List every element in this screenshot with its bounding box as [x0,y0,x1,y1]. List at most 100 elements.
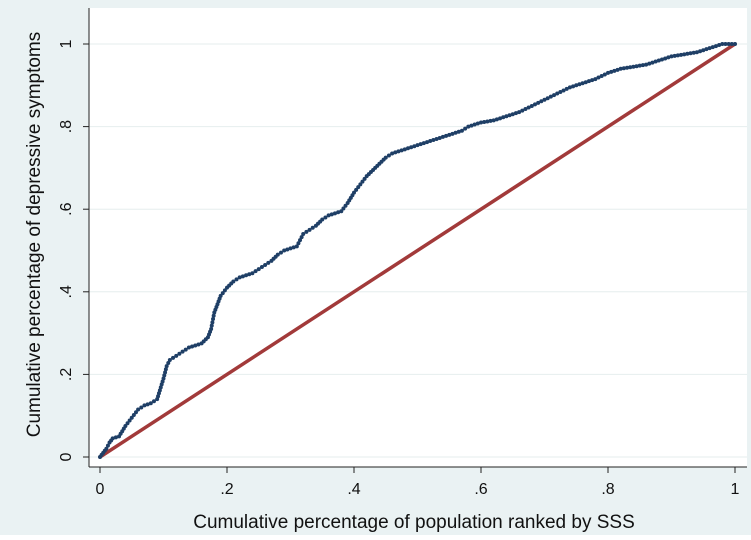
curve-point [586,79,591,84]
curve-point [628,65,633,70]
curve-point [282,248,287,253]
curve-point [599,74,604,79]
curve-point [733,42,737,46]
curve-point [644,62,649,67]
curve-point [621,66,626,71]
curve-point [637,63,642,68]
curve-point [482,119,487,124]
plot-area [89,8,747,467]
curve-point [409,145,414,150]
curve-point [723,42,728,46]
y-tick-label: .4 [58,285,75,298]
curve-point [123,424,128,429]
curve-point [171,355,176,360]
curve-point [434,136,439,141]
equality-line [98,42,737,459]
curve-point [504,114,509,119]
curve-point [418,142,423,147]
curve-point [567,85,572,90]
curve-point [209,326,214,331]
curve-point [304,229,309,234]
curve-point [288,246,293,251]
curve-point [412,144,417,149]
curve-point [472,122,477,127]
curve-point [717,43,722,48]
curve-point [105,443,110,448]
curve-point [707,46,712,51]
curve-point [139,405,144,410]
curve-point [362,176,367,181]
curve-point [580,81,585,86]
curve-point [356,185,361,190]
curve-point [431,138,436,143]
curve-point [211,313,216,318]
curve-point [564,86,569,91]
y-axis-ticks: 0 .2 .4 .6 .8 1 [58,39,89,461]
curve-point [536,100,541,105]
curve-point [612,68,617,73]
curve-point [164,364,169,369]
curve-point [720,42,725,46]
curve-point [247,272,252,277]
curve-point [341,206,346,211]
concentration-curve-series [98,42,737,459]
curve-point [209,323,214,328]
curve-point [231,279,236,284]
curve-point [425,140,430,145]
curve-point [343,203,348,208]
curve-point [656,58,661,63]
curve-point [162,373,167,378]
curve-point [298,238,303,243]
curve-point [574,83,579,88]
curve-point [653,59,658,64]
curve-point [602,72,607,77]
curve-point [386,153,391,158]
curve-point [726,42,731,46]
curve-point [186,345,191,350]
curve-point [459,128,464,133]
curve-point [640,63,645,68]
curve-point [177,351,182,356]
curve-point [558,90,563,95]
curve-point [163,370,168,375]
curve-point [552,93,557,98]
x-tick-label: .2 [220,481,233,498]
curve-point [577,82,582,87]
curve-point [125,421,130,426]
curve-point [713,44,718,49]
curve-point [615,67,620,72]
x-tick-label: 0 [96,481,105,498]
curve-point [513,111,518,116]
curve-point [494,117,499,122]
y-tick-label: 1 [58,39,75,48]
curve-point [501,115,506,120]
curve-point [520,108,525,113]
curve-point [463,126,468,131]
curve-point [352,190,356,195]
x-tick-label: 1 [731,481,740,498]
curve-point [561,88,566,93]
curve-point [545,96,550,101]
curve-point [383,155,388,160]
curve-point [701,48,706,53]
curve-point [393,150,398,155]
curve-point [485,119,490,124]
curve-point [479,120,483,125]
grid-lines [89,43,747,458]
curve-point [532,102,537,107]
curve-point [523,107,528,112]
curve-point [691,50,696,55]
curve-point [142,403,147,408]
curve-point [498,116,503,121]
curve-point [180,349,185,354]
curve-point [710,45,715,50]
curve-point [704,47,709,52]
curve-point [402,147,407,152]
curve-point [234,277,239,282]
curve-point [129,415,134,420]
curve-point [127,418,132,423]
curve-point [679,52,684,57]
curve-point [161,376,166,381]
curve-point [444,133,449,138]
axes [88,8,747,468]
